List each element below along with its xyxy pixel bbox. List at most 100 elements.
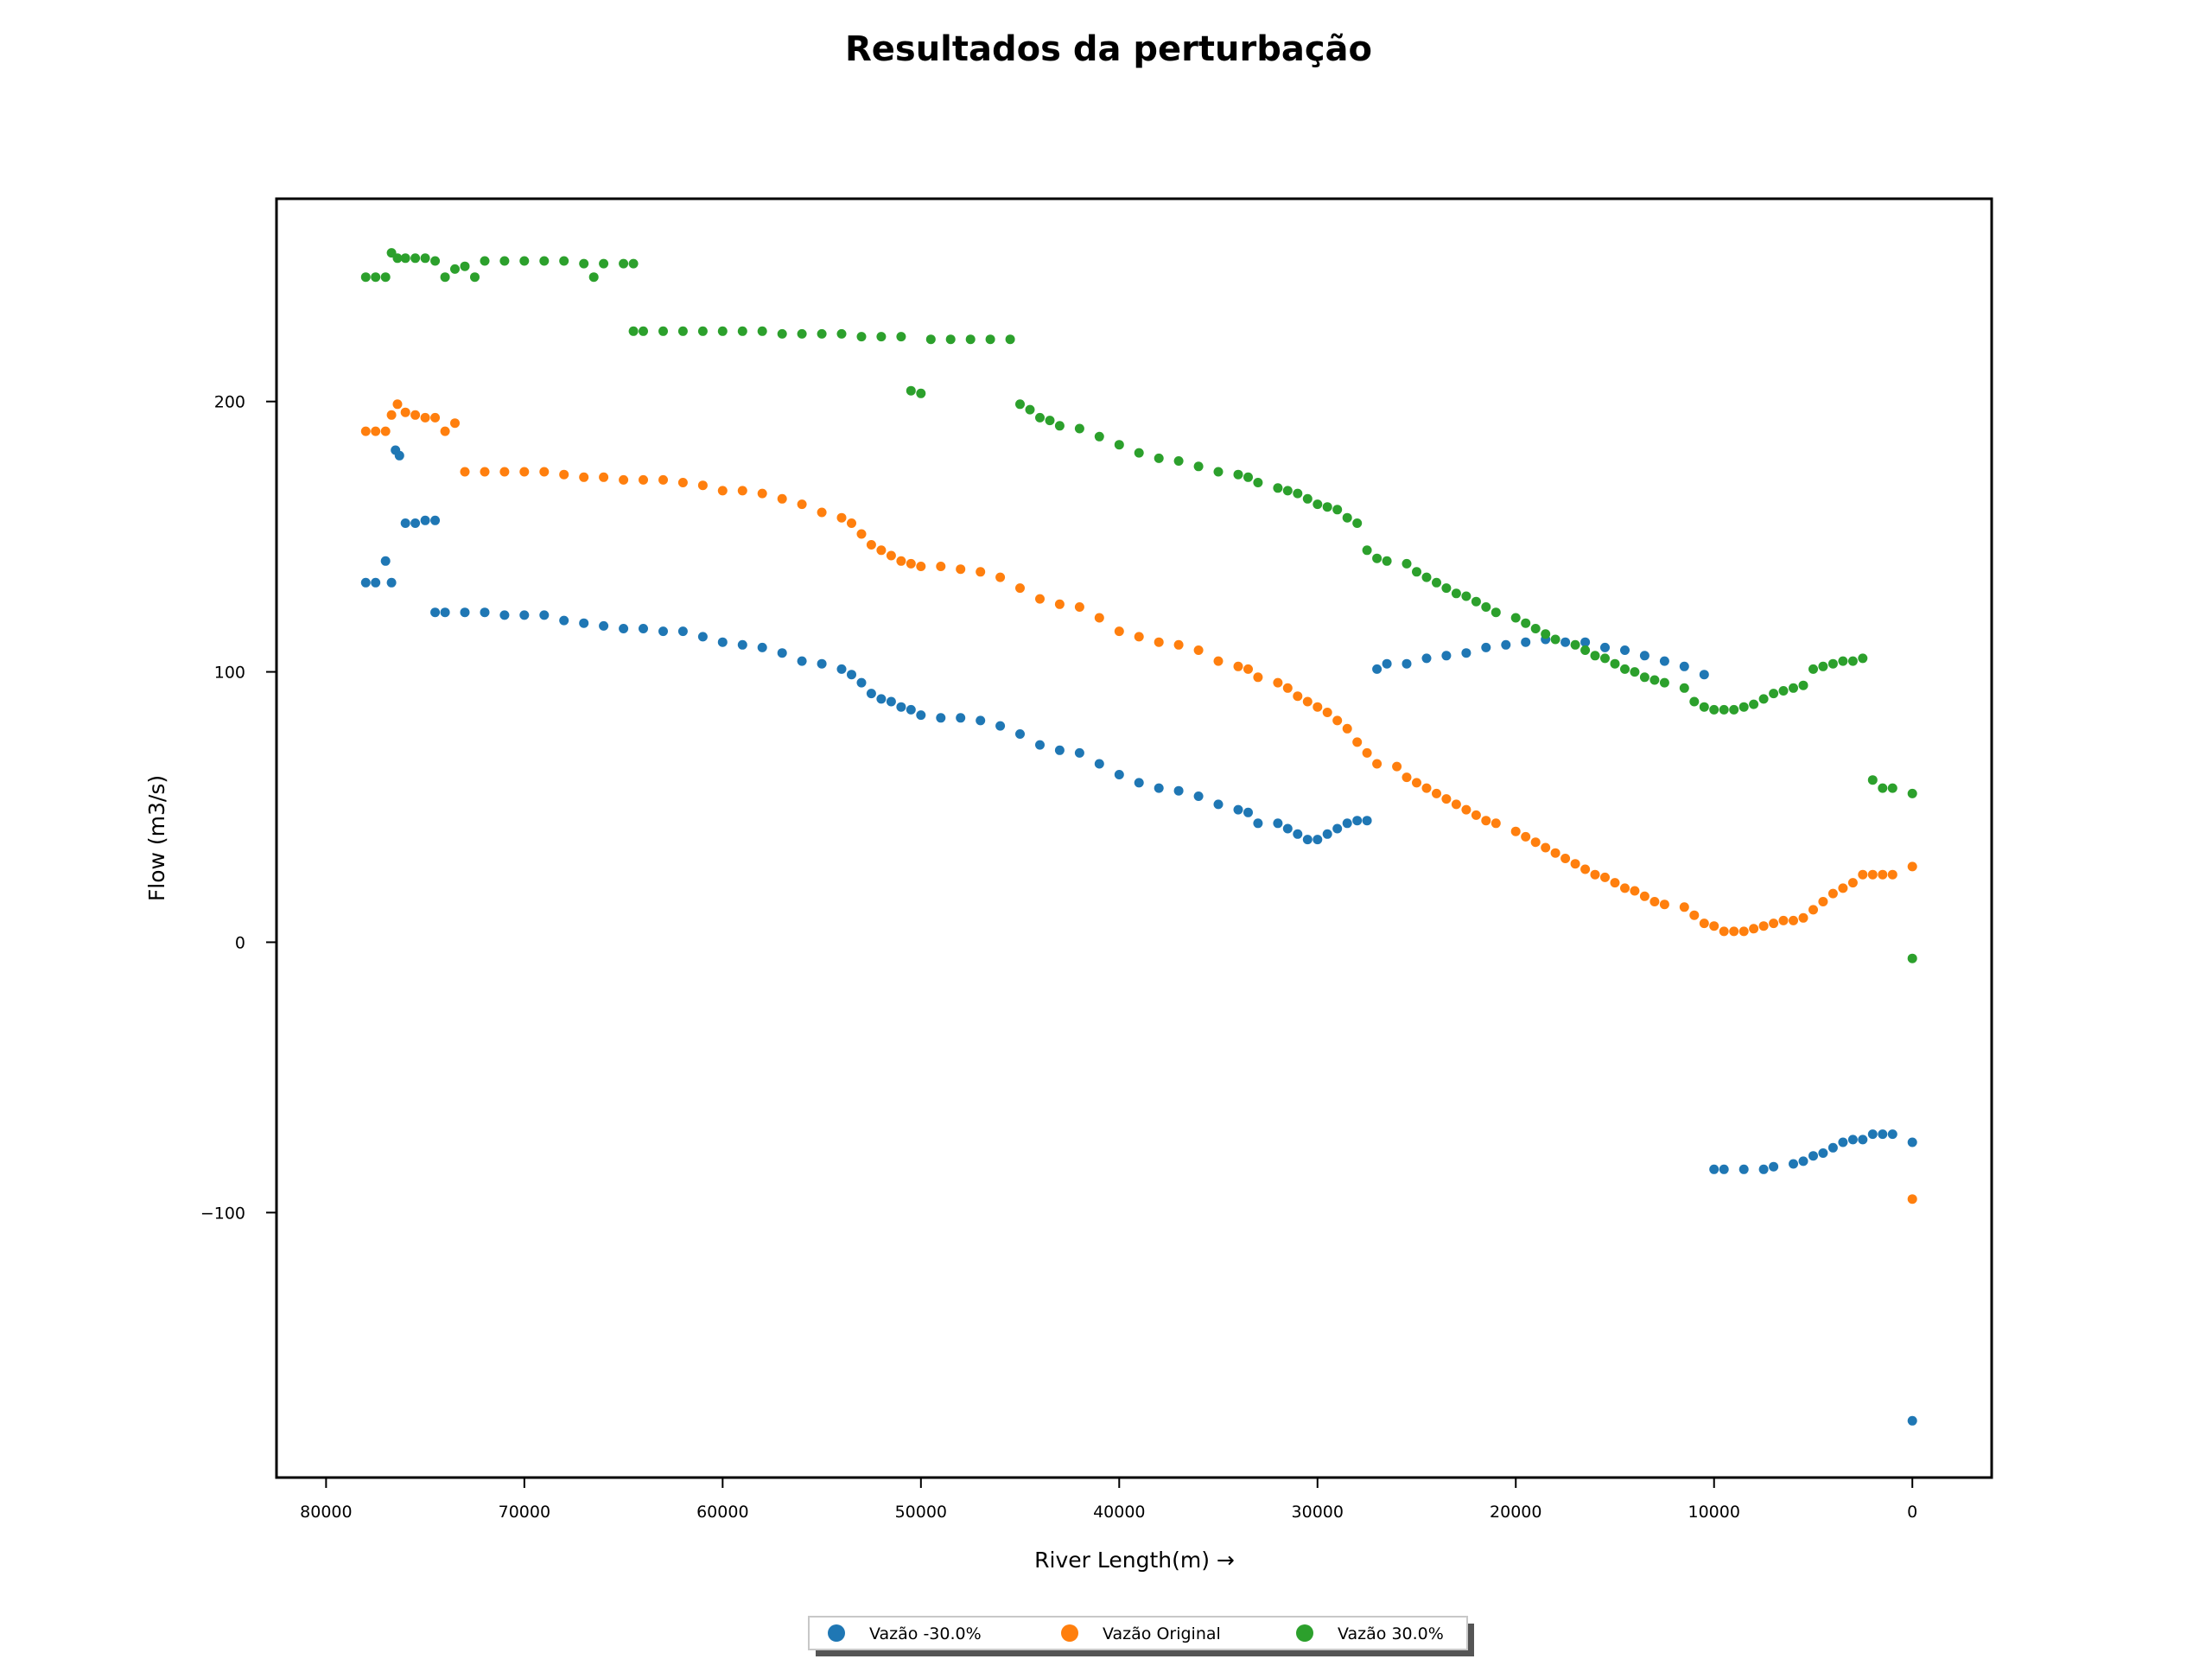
- data-point: [1659, 677, 1669, 688]
- data-point: [1630, 667, 1640, 677]
- data-point: [995, 572, 1006, 582]
- data-point: [1322, 502, 1332, 512]
- y-axis-ticks: −100 0 100 200: [200, 393, 276, 1223]
- data-point: [394, 450, 404, 461]
- data-point: [410, 410, 421, 420]
- data-point: [906, 704, 916, 715]
- data-point: [1282, 683, 1293, 693]
- data-point: [1798, 912, 1808, 923]
- x-tick-label: 20000: [1490, 1503, 1541, 1522]
- data-point: [1550, 634, 1560, 645]
- data-point: [619, 474, 629, 485]
- data-point: [1193, 645, 1204, 655]
- data-point: [1451, 588, 1461, 599]
- data-point: [757, 488, 767, 499]
- data-point: [430, 256, 441, 266]
- data-point: [1570, 859, 1580, 869]
- data-point: [1193, 791, 1204, 801]
- data-point: [945, 334, 956, 345]
- data-point: [737, 639, 747, 650]
- data-point: [1213, 467, 1224, 477]
- data-point: [737, 326, 747, 336]
- data-point: [1342, 723, 1352, 734]
- data-point: [1461, 591, 1471, 601]
- data-point: [1293, 691, 1303, 702]
- data-point: [1679, 661, 1689, 671]
- data-point: [1590, 869, 1600, 880]
- data-point: [1471, 810, 1481, 820]
- data-point: [1015, 729, 1025, 739]
- data-point: [836, 328, 847, 339]
- data-point: [1620, 883, 1630, 893]
- data-point: [1580, 637, 1591, 647]
- data-point: [906, 558, 916, 569]
- data-point: [1054, 599, 1065, 609]
- data-point: [847, 670, 856, 680]
- data-point: [1481, 816, 1491, 826]
- data-point: [1689, 696, 1700, 707]
- data-point: [1907, 861, 1917, 872]
- data-point: [1432, 788, 1441, 798]
- data-point: [1173, 785, 1184, 796]
- data-point: [628, 326, 639, 336]
- data-point: [1134, 448, 1144, 458]
- data-point: [1342, 818, 1352, 829]
- data-point: [1421, 653, 1432, 664]
- data-point: [1778, 915, 1789, 925]
- x-tick-label: 60000: [696, 1503, 748, 1522]
- data-point: [1402, 772, 1412, 783]
- data-point: [1302, 696, 1313, 707]
- data-point: [1362, 747, 1372, 758]
- data-point: [777, 328, 787, 339]
- data-point: [1907, 788, 1917, 798]
- data-point: [1878, 783, 1888, 793]
- series-3: [360, 248, 1917, 963]
- data-point: [499, 256, 510, 266]
- data-point: [1233, 469, 1243, 480]
- data-point: [1154, 453, 1164, 463]
- data-point: [519, 610, 530, 620]
- data-point: [916, 388, 926, 398]
- data-point: [539, 610, 550, 620]
- data-point: [1491, 818, 1501, 829]
- x-tick-label: 10000: [1688, 1503, 1740, 1522]
- data-point: [1530, 837, 1541, 848]
- data-point: [1709, 704, 1719, 715]
- data-point: [588, 272, 599, 283]
- data-point: [1302, 835, 1313, 845]
- data-point: [579, 472, 589, 482]
- data-point: [1282, 486, 1293, 496]
- y-tick-label: 200: [214, 393, 245, 412]
- data-point: [817, 658, 827, 669]
- data-point: [1491, 607, 1501, 618]
- data-point: [1749, 699, 1759, 709]
- data-point: [1580, 864, 1591, 874]
- data-point: [1798, 1156, 1808, 1166]
- data-point: [1352, 816, 1363, 826]
- data-point: [1094, 613, 1104, 623]
- data-point: [440, 607, 450, 618]
- data-point: [579, 258, 589, 269]
- data-point: [360, 272, 371, 283]
- data-point: [1432, 577, 1441, 588]
- data-point: [1808, 1151, 1818, 1161]
- data-point: [480, 607, 490, 618]
- data-point: [697, 480, 708, 491]
- data-point: [896, 702, 906, 712]
- data-point: [1649, 675, 1660, 685]
- data-point: [1738, 1164, 1749, 1174]
- data-point: [1332, 505, 1343, 515]
- data-point: [1352, 737, 1363, 747]
- data-point: [1659, 899, 1669, 910]
- data-point: [1154, 637, 1164, 647]
- data-point: [1273, 483, 1283, 493]
- data-point: [1818, 1148, 1828, 1158]
- data-point: [886, 696, 896, 707]
- data-point: [1560, 637, 1571, 647]
- data-point: [1867, 1129, 1878, 1140]
- data-point: [1620, 645, 1630, 655]
- data-point: [1679, 683, 1689, 693]
- data-point: [1620, 664, 1630, 674]
- legend-item: Vazão -30.0%: [828, 1624, 982, 1643]
